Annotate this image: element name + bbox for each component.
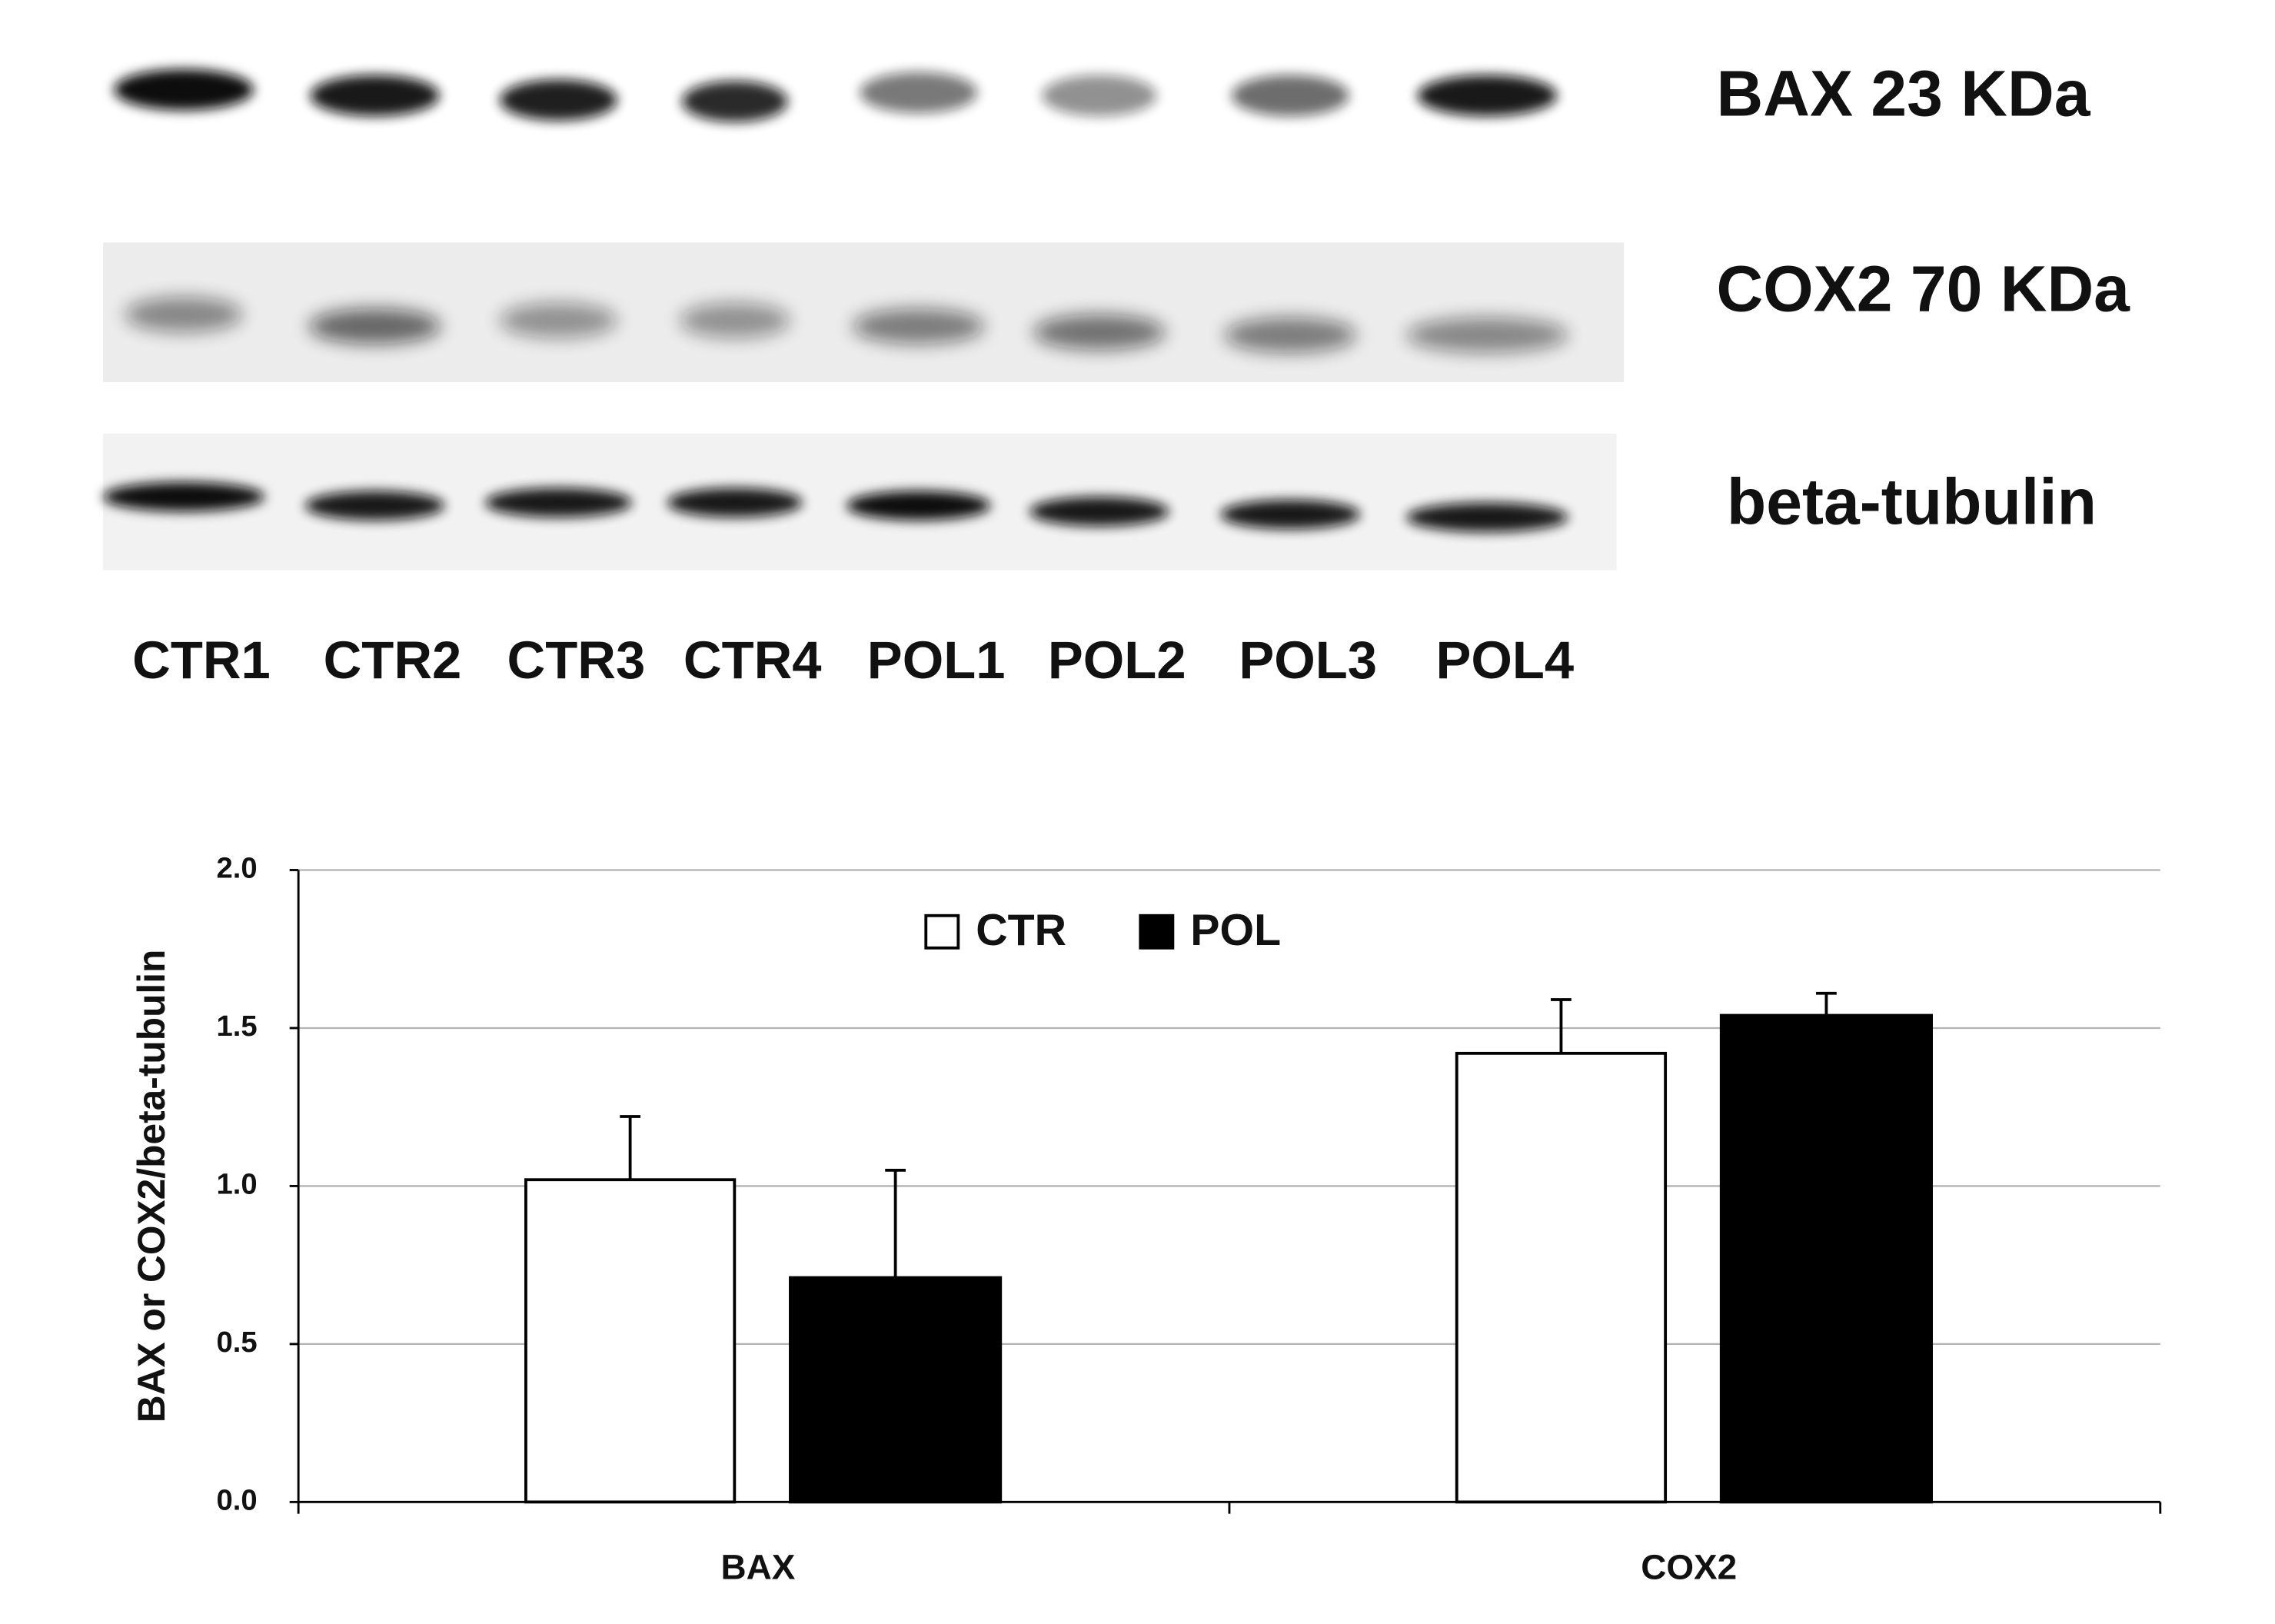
blot-band bbox=[1224, 317, 1357, 353]
blot-band bbox=[125, 297, 243, 332]
blot-band bbox=[860, 72, 978, 114]
blot-band bbox=[102, 481, 265, 512]
blot-band bbox=[484, 488, 633, 517]
y-tick-label: 2.0 bbox=[216, 852, 257, 885]
blot-band bbox=[1033, 314, 1166, 350]
y-tick-label: 1.5 bbox=[216, 1010, 257, 1043]
legend-label: POL bbox=[1190, 906, 1281, 955]
blot-band bbox=[1406, 502, 1568, 532]
x-tick-label: BAX bbox=[720, 1546, 795, 1586]
blot-band bbox=[1029, 497, 1169, 527]
blot-band bbox=[1231, 75, 1349, 116]
bar bbox=[789, 1276, 1003, 1504]
blot-band bbox=[846, 491, 991, 521]
blot-band bbox=[852, 308, 985, 344]
lane-label: CTR2 bbox=[324, 631, 462, 690]
blot-band bbox=[1406, 317, 1568, 353]
y-tick-label: 1.0 bbox=[216, 1168, 257, 1201]
lane-label: POL1 bbox=[867, 631, 1006, 690]
blot-band bbox=[681, 81, 788, 122]
blot-band bbox=[1042, 75, 1157, 116]
blot-band bbox=[499, 79, 617, 121]
blot-band bbox=[499, 302, 617, 338]
blot-band bbox=[310, 75, 440, 116]
blot-band bbox=[1220, 499, 1361, 530]
bar bbox=[524, 1178, 737, 1504]
blot-band bbox=[680, 302, 790, 338]
lane-label: CTR1 bbox=[132, 631, 271, 690]
y-tick-label: 0.0 bbox=[216, 1483, 257, 1516]
blot-band bbox=[114, 68, 254, 111]
blot-band bbox=[304, 491, 445, 521]
blot-band bbox=[308, 308, 441, 344]
legend-swatch bbox=[924, 914, 960, 950]
legend-label: CTR bbox=[976, 906, 1066, 955]
blot-band bbox=[667, 488, 803, 517]
x-tick-label: COX2 bbox=[1641, 1546, 1737, 1586]
bar bbox=[1455, 1051, 1668, 1504]
lane-label: POL4 bbox=[1435, 631, 1574, 690]
lane-label: POL3 bbox=[1239, 631, 1377, 690]
lane-label: POL2 bbox=[1048, 631, 1186, 690]
blot-band bbox=[1417, 75, 1558, 116]
band-label: COX2 70 KDa bbox=[1717, 252, 2131, 324]
lane-label: CTR3 bbox=[507, 631, 646, 690]
blot-strip bbox=[102, 242, 1625, 382]
band-label: BAX 23 KDa bbox=[1717, 57, 2091, 129]
plot: 0.0 0.5 1.0 1.5 2.0 BAX COX2 CTR POL bbox=[216, 852, 2162, 1586]
band-label: beta-tubulin bbox=[1727, 466, 2097, 538]
y-axis-label: BAX or COX2/beta-tubulin bbox=[130, 950, 173, 1423]
legend-swatch bbox=[1139, 914, 1175, 950]
lane-label: CTR4 bbox=[683, 631, 822, 690]
bar bbox=[1719, 1013, 1933, 1504]
western-blot: BAX 23 KDa COX2 70 KDa beta-tubulin CTR1 CTR… bbox=[102, 57, 2131, 690]
y-tick-label: 0.5 bbox=[216, 1326, 257, 1359]
